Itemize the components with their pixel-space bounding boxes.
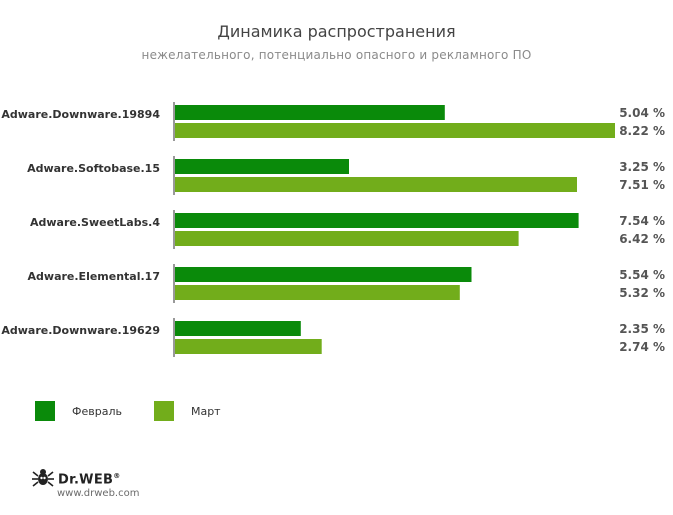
legend-swatch-mar — [153, 401, 174, 421]
chart-subtitle: нежелательного, потенциально опасного и … — [141, 48, 532, 62]
value-label: 5.32 % — [619, 286, 665, 300]
category-label: Adware.Softobase.15 — [27, 162, 160, 175]
bar-mar — [175, 123, 615, 138]
chart-title: Динамика распространения — [217, 22, 456, 41]
bar-mar — [175, 285, 460, 300]
bar-mar — [175, 339, 322, 354]
value-label: 8.22 % — [619, 124, 665, 138]
value-label: 2.74 % — [619, 340, 665, 354]
value-label: 6.42 % — [619, 232, 665, 246]
legend-swatch-feb — [35, 401, 55, 421]
legend-item-mar: Март — [153, 401, 221, 421]
value-label: 5.54 % — [619, 268, 665, 282]
bar-mar — [175, 231, 519, 246]
legend-label-feb: Февраль — [72, 404, 122, 418]
spider-icon — [32, 468, 54, 492]
drweb-logo: Dr.WEB® — [32, 468, 121, 492]
bar-chart: Adware.Downware.19894 5.04 % 8.22 % Adware.… — [1, 102, 665, 357]
bar-feb — [175, 213, 579, 228]
logo-text: Dr.WEB® — [58, 472, 121, 488]
site-url: www.drweb.com — [57, 488, 140, 499]
value-label: 7.54 % — [619, 214, 665, 228]
bar-feb — [175, 105, 445, 120]
category-label: Adware.Downware.19894 — [1, 108, 160, 121]
legend: Февраль Март — [35, 401, 253, 421]
category-label: Adware.SweetLabs.4 — [30, 216, 160, 229]
value-label: 7.51 % — [619, 178, 665, 192]
category-label: Adware.Downware.19629 — [1, 324, 160, 337]
bar-feb — [175, 267, 472, 282]
value-label: 3.25 % — [619, 160, 665, 174]
value-label: 5.04 % — [619, 106, 665, 120]
category-label: Adware.Elemental.17 — [28, 270, 160, 283]
bar-feb — [175, 321, 301, 336]
bar-mar — [175, 177, 577, 192]
value-label: 2.35 % — [619, 322, 665, 336]
bar-feb — [175, 159, 349, 174]
legend-label-mar: Март — [190, 404, 221, 418]
legend-item-feb: Февраль — [35, 401, 122, 421]
